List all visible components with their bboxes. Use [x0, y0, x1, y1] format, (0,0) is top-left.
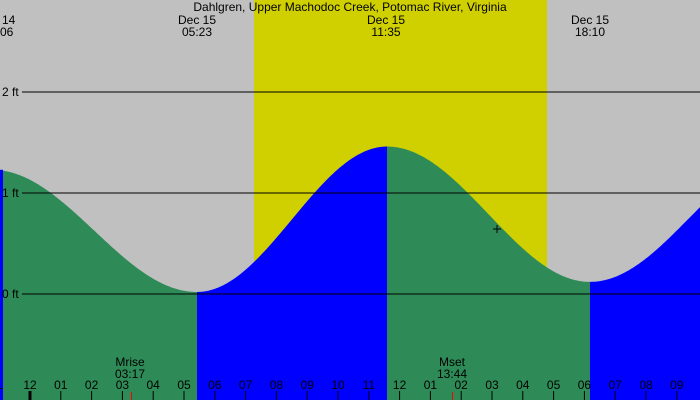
- hour-label: 07: [608, 378, 622, 392]
- event-date-2: Dec 15: [366, 13, 406, 27]
- hour-label: 1: [0, 379, 14, 392]
- hour-tick: [28, 391, 32, 400]
- moonset-tick: [452, 392, 453, 400]
- hour-label: 07: [238, 378, 253, 392]
- chart-title: Dahlgren, Upper Machodoc Creek, Potomac …: [193, 0, 507, 14]
- hour-tick: [214, 391, 216, 400]
- hour-label: 04: [146, 378, 160, 392]
- hour-tick: [429, 391, 431, 400]
- moonset-label: Mset: [438, 355, 465, 369]
- hour-label: 03: [115, 378, 130, 392]
- event-time-2: 11:35: [371, 25, 401, 39]
- hour-tick: [60, 391, 62, 400]
- hour-label: 05: [177, 378, 191, 392]
- moonrise-label: Mrise: [115, 355, 145, 369]
- moonrise-time: 03:17: [114, 367, 146, 381]
- hour-label: 06: [577, 378, 592, 392]
- y-label-2ft: 2 ft: [2, 85, 19, 99]
- hour-label: 04: [516, 378, 530, 392]
- hour-label: 09: [300, 378, 314, 392]
- hour-tick: [337, 391, 339, 400]
- hour-tick: [399, 391, 401, 400]
- event-time-3: 18:10: [574, 25, 606, 39]
- hour-label: 10: [331, 378, 345, 392]
- event-date-3: Dec 15: [570, 13, 610, 27]
- hour-tick: [522, 391, 524, 400]
- hour-tick: [583, 391, 585, 400]
- hour-label: 12: [23, 378, 37, 392]
- falling-tide-area: [0, 170, 197, 400]
- hour-label: 02: [84, 378, 99, 392]
- hour-tick: [152, 391, 154, 400]
- hour-tick: [676, 391, 678, 400]
- hour-label: 09: [670, 378, 684, 392]
- hour-tick: [275, 391, 277, 400]
- hour-tick: [245, 391, 247, 400]
- hour-tick: [645, 391, 647, 400]
- hour-tick: [491, 391, 493, 400]
- hour-label: 01: [423, 378, 438, 392]
- hour-tick: [553, 391, 555, 400]
- hour-label: 03: [485, 378, 499, 392]
- hour-label: 11: [362, 378, 376, 392]
- hour-label: 08: [639, 378, 653, 392]
- hour-label: 01: [54, 378, 68, 392]
- hour-label: 02: [454, 378, 468, 392]
- hour-tick: [183, 391, 185, 400]
- hour-label: 05: [546, 378, 561, 392]
- moonrise-tick: [131, 392, 132, 400]
- event-date-0: c 14: [0, 13, 16, 27]
- hour-tick: [460, 391, 462, 400]
- event-date-1: Dec 15: [177, 13, 217, 27]
- hour-tick: [121, 391, 123, 400]
- moonset-time: 13:44: [436, 367, 468, 381]
- hour-tick: [91, 391, 93, 400]
- rising-tide-area: [197, 146, 387, 400]
- hour-label: 12: [392, 378, 407, 392]
- hour-label: 08: [269, 378, 284, 392]
- rising-edge-strip: [0, 169, 3, 400]
- hour-tick: [614, 391, 616, 400]
- rising-tide-area: [590, 207, 700, 400]
- falling-tide-area: [387, 146, 590, 400]
- hour-tick: [368, 391, 370, 400]
- event-time-1: 05:23: [181, 25, 213, 39]
- hour-label: 06: [208, 378, 222, 392]
- y-label-0ft: 0 ft: [2, 287, 19, 301]
- event-time-0: :06: [0, 25, 14, 39]
- hour-tick: [306, 391, 308, 400]
- y-label-1ft: 1 ft: [2, 186, 19, 200]
